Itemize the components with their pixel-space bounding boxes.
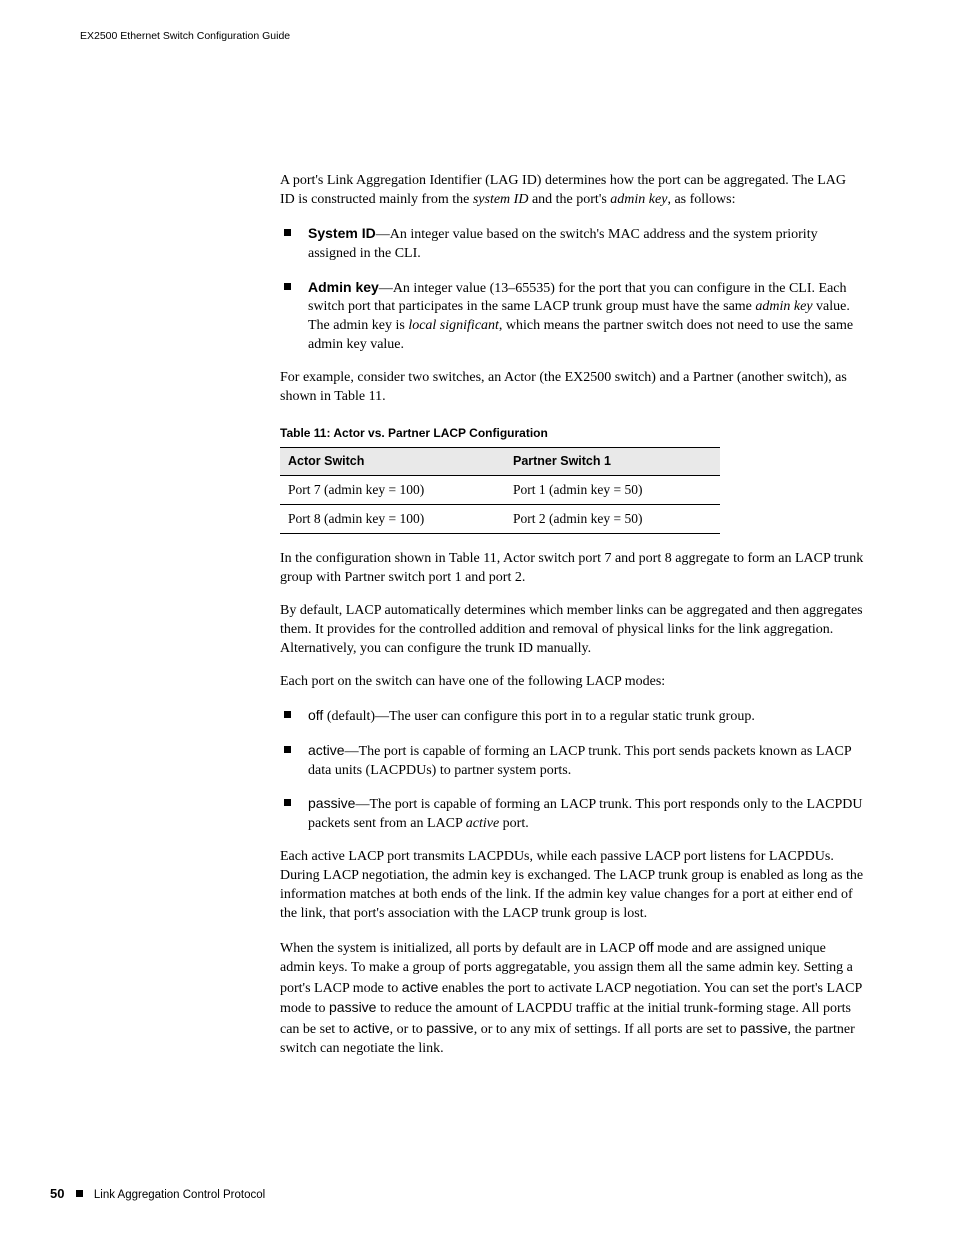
inline-mode: active [353,1020,390,1036]
table-caption: Table 11: Actor vs. Partner LACP Configu… [280,425,864,441]
text: port. [499,816,529,831]
definition-list: System ID—An integer value based on the … [280,224,864,355]
table-header-row: Actor Switch Partner Switch 1 [280,448,720,476]
table-cell: Port 7 (admin key = 100) [280,475,505,504]
table-cell: Port 2 (admin key = 50) [505,505,720,534]
mode-off: off [308,707,323,723]
text: —The port is capable of forming an LACP … [308,797,863,831]
text: , as follows: [667,192,735,207]
paragraph: When the system is initialized, all port… [280,938,864,1059]
italic-term: admin key [755,299,812,314]
body-content: A port's Link Aggregation Identifier (LA… [280,172,864,1059]
text: —The port is capable of forming an LACP … [308,744,851,778]
inline-mode: passive [329,999,376,1015]
text: , or to any mix of settings. If all port… [474,1022,740,1037]
square-bullet-icon [76,1190,83,1197]
text: (default)—The user can configure this po… [323,709,755,724]
table-row: Port 8 (admin key = 100) Port 2 (admin k… [280,505,720,534]
lacp-config-table: Actor Switch Partner Switch 1 Port 7 (ad… [280,447,720,534]
inline-mode: off [638,939,653,955]
modes-list: off (default)—The user can configure thi… [280,706,864,834]
italic-term: local significant [408,318,499,333]
page: EX2500 Ethernet Switch Configuration Gui… [0,0,954,1235]
list-item: System ID—An integer value based on the … [280,224,864,264]
italic-term: system ID [473,192,529,207]
table-cell: Port 8 (admin key = 100) [280,505,505,534]
table-cell: Port 1 (admin key = 50) [505,475,720,504]
text: and the port's [528,192,610,207]
table-header: Partner Switch 1 [505,448,720,476]
mode-passive: passive [308,795,355,811]
inline-mode: passive [740,1020,787,1036]
table-row: Port 7 (admin key = 100) Port 1 (admin k… [280,475,720,504]
page-footer: 50 Link Aggregation Control Protocol [50,1186,265,1201]
term-system-id: System ID [308,225,376,241]
inline-mode: passive [426,1020,473,1036]
text: When the system is initialized, all port… [280,941,638,956]
inline-mode: active [402,979,439,995]
list-item: passive—The port is capable of forming a… [280,794,864,834]
mode-active: active [308,742,345,758]
paragraph: By default, LACP automatically determine… [280,602,864,659]
paragraph: Each port on the switch can have one of … [280,673,864,692]
italic-term: active [466,816,499,831]
list-item: off (default)—The user can configure thi… [280,706,864,727]
table-header: Actor Switch [280,448,505,476]
text: —An integer value based on the switch's … [308,227,818,261]
paragraph-example: For example, consider two switches, an A… [280,369,864,407]
paragraph: Each active LACP port transmits LACPDUs,… [280,848,864,924]
text: , or to [390,1022,427,1037]
italic-term: admin key [610,192,667,207]
page-number: 50 [50,1186,64,1201]
paragraph-intro: A port's Link Aggregation Identifier (LA… [280,172,864,210]
section-title: Link Aggregation Control Protocol [94,1189,265,1201]
list-item: Admin key—An integer value (13–65535) fo… [280,278,864,356]
list-item: active—The port is capable of forming an… [280,741,864,781]
term-admin-key: Admin key [308,279,379,295]
running-head: EX2500 Ethernet Switch Configuration Gui… [80,30,864,42]
paragraph: In the configuration shown in Table 11, … [280,550,864,588]
